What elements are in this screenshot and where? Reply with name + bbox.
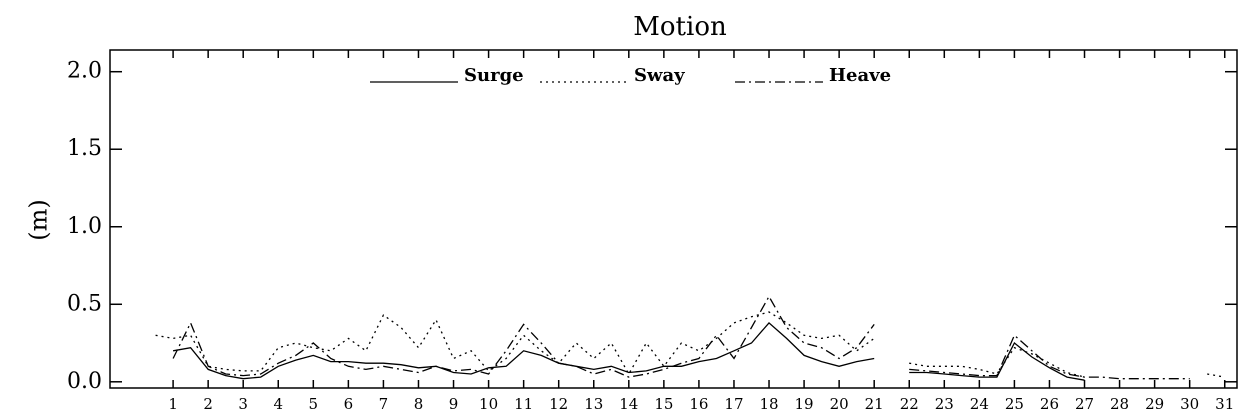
x-tick-label: 7 [379,395,389,413]
x-tick-label: 8 [414,395,424,413]
x-tick-label: 15 [654,395,673,413]
x-tick-label: 25 [1005,395,1024,413]
x-tick-label: 3 [238,395,248,413]
x-tick-label: 29 [1145,395,1164,413]
y-tick-label: 1.5 [67,136,102,161]
x-tick-label: 12 [549,395,568,413]
x-tick-label: 14 [619,395,638,413]
legend-label: Surge [464,65,524,86]
legend-label: Heave [829,65,891,86]
x-tick-label: 28 [1110,395,1129,413]
x-tick-label: 16 [689,395,708,413]
x-tick-label: 24 [970,395,989,413]
x-tick-label: 20 [830,395,849,413]
x-tick-label: 18 [759,395,778,413]
x-tick-label: 4 [273,395,283,413]
x-tick-label: 2 [203,395,213,413]
x-tick-label: 30 [1180,395,1199,413]
x-tick-label: 1 [168,395,178,413]
series-line [172,295,1190,380]
y-tick-label: 2.0 [67,59,102,84]
x-tick-label: 10 [479,395,498,413]
chart-title: Motion [633,12,727,42]
x-tick-label: 26 [1040,395,1059,413]
x-tick-label: 11 [514,395,533,413]
x-tick-label: 6 [344,395,354,413]
x-tick-label: 27 [1075,395,1094,413]
x-tick-label: 31 [1215,395,1234,413]
y-axis-label: (m) [25,199,53,240]
series-line [172,321,1085,381]
x-tick-label: 9 [449,395,459,413]
x-tick-label: 23 [935,395,954,413]
x-tick-label: 13 [584,395,603,413]
x-tick-label: 19 [795,395,814,413]
x-tick-label: 5 [309,395,319,413]
y-tick-label: 0.5 [67,291,102,316]
x-tick-label: 17 [724,395,743,413]
plot-frame [109,49,1238,389]
y-tick-label: 0.0 [67,369,102,394]
x-tick-label: 21 [865,395,884,413]
y-tick-label: 1.0 [67,214,102,239]
x-tick-label: 22 [900,395,919,413]
legend-label: Sway [634,65,685,86]
